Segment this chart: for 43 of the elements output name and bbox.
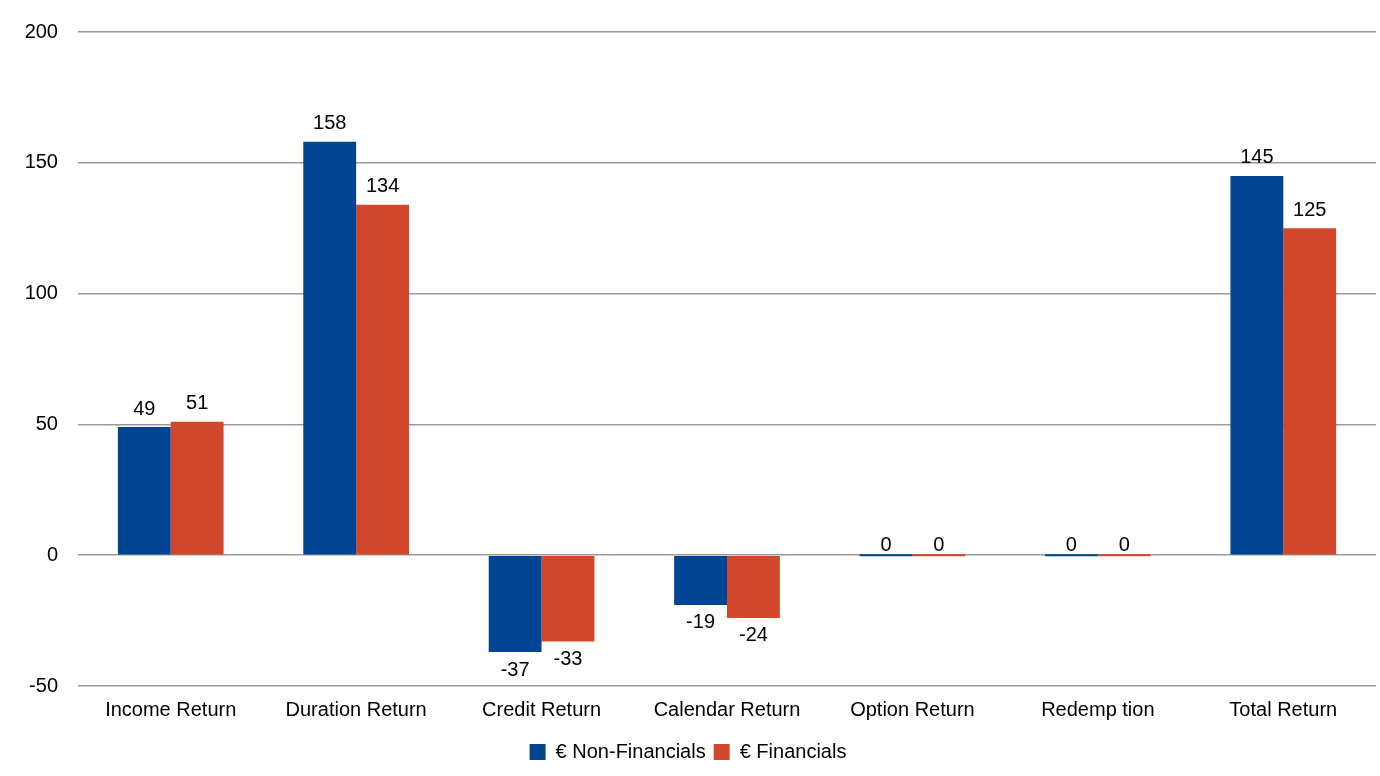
- legend-label: € Non-Financials: [555, 739, 706, 762]
- bar: [541, 555, 595, 642]
- bar: [488, 555, 542, 652]
- bar: [1283, 228, 1337, 555]
- x-tick-label: Credit Return: [482, 697, 602, 720]
- bar: [1230, 175, 1284, 555]
- data-label: 145: [1240, 145, 1274, 168]
- y-tick-label: 150: [24, 150, 58, 173]
- data-label: 0: [1065, 532, 1077, 555]
- bar: [859, 554, 913, 557]
- bar: [912, 554, 966, 557]
- legend-label: € Financials: [739, 739, 847, 762]
- bar: [117, 427, 171, 555]
- data-label: 134: [365, 174, 400, 197]
- y-tick-label: 0: [46, 542, 58, 565]
- data-label: 125: [1293, 197, 1327, 220]
- bar: [303, 141, 357, 555]
- data-label: -19: [686, 610, 716, 633]
- bar: [674, 555, 727, 605]
- bar: [1097, 554, 1151, 557]
- data-label: -37: [500, 657, 530, 680]
- data-label: 51: [186, 391, 209, 414]
- bar: [170, 421, 224, 555]
- data-label: 0: [933, 532, 945, 555]
- y-tick-label: -50: [29, 673, 58, 696]
- x-tick-label: Option Return: [850, 697, 975, 720]
- x-tick-label: Calendar Return: [653, 697, 801, 720]
- x-tick-label: Duration Return: [285, 697, 427, 720]
- y-tick-label: 100: [24, 281, 58, 304]
- x-tick-label: Income Return: [105, 697, 237, 720]
- x-tick-label: Redemp tion: [1041, 697, 1155, 720]
- data-label: 49: [133, 396, 156, 419]
- y-tick-label: 50: [35, 411, 58, 434]
- data-label: -33: [553, 647, 583, 670]
- bar: [1045, 554, 1098, 557]
- x-tick-label: Total Return: [1229, 697, 1338, 720]
- data-label: 0: [880, 532, 892, 555]
- data-label: 158: [313, 111, 347, 134]
- data-label: -24: [738, 623, 768, 646]
- data-label: 0: [1118, 532, 1130, 555]
- y-tick-label: 200: [24, 19, 58, 42]
- bar: [727, 555, 780, 618]
- bar: [356, 204, 409, 555]
